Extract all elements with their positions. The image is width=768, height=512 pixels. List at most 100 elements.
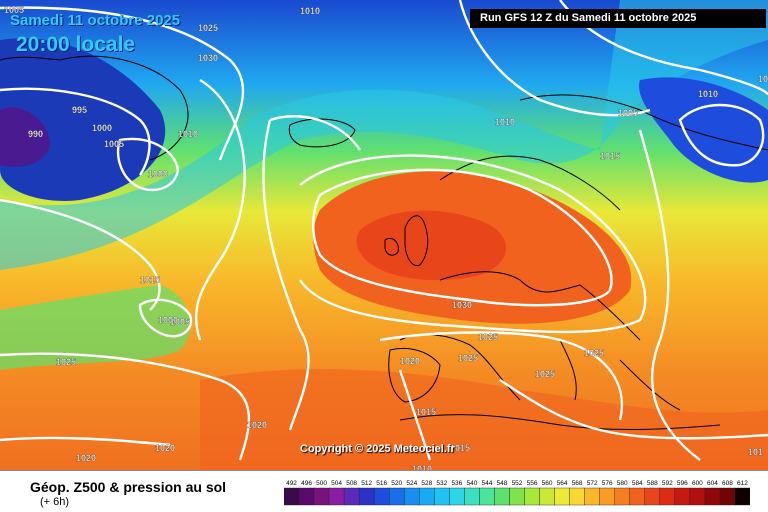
legend-swatch: [313, 487, 330, 506]
isobar-label: 1005: [170, 317, 190, 327]
legend-tick-label: 588: [647, 480, 658, 487]
legend-swatch: [479, 487, 495, 506]
legend-tick-label: 596: [677, 480, 688, 487]
legend-tick-label: 572: [587, 480, 598, 487]
legend-tick-label: 556: [527, 480, 538, 487]
legend-swatch: [719, 487, 736, 506]
isobar-label: 1025: [535, 369, 555, 379]
low-pressure-west: [0, 38, 166, 201]
color-scale-legend: 492 496 500 504 508 512 516 520 524 528 532 536 540 5…: [284, 480, 750, 506]
isobar-label: 1010: [178, 129, 198, 139]
legend-swatch: [494, 487, 510, 506]
isobar-label: 1005: [758, 74, 768, 84]
isobar-label: 1015: [416, 407, 436, 417]
legend-swatch: [298, 487, 315, 506]
legend-swatch: [644, 487, 661, 506]
low-pressure-northeast: [639, 77, 768, 183]
isobar: [458, 0, 651, 117]
copyright-notice: Copyright © 2025 Meteociel.fr: [300, 443, 455, 455]
isobar: [638, 129, 701, 461]
high-core: [356, 210, 507, 281]
isobar: [0, 198, 161, 311]
isobar-label: 1000: [92, 123, 112, 133]
british-isles-coast: [384, 215, 429, 267]
legend-tick-label: 496: [301, 480, 312, 487]
isobar-label: 1030: [452, 300, 472, 310]
north-africa-coast: [399, 414, 721, 431]
legend-tick-label: 508: [346, 480, 357, 487]
model-run-info: Run GFS 12 Z du Samedi 11 octobre 2025: [470, 9, 766, 28]
legend-swatch: [373, 487, 390, 506]
legend-swatch: [509, 487, 525, 506]
legend-swatch: [343, 487, 360, 506]
legend-swatch: [449, 487, 465, 506]
isobar-label: 101: [748, 447, 763, 457]
isobar-label: 1005: [618, 108, 638, 118]
legend-tick-label: 592: [662, 480, 673, 487]
isobar-label: 1025: [56, 357, 76, 367]
isobar-label: 1030: [198, 53, 218, 63]
isobar: [0, 352, 251, 461]
legend-swatch: [689, 487, 706, 506]
legend-swatch: [704, 487, 721, 506]
isobar: [499, 379, 768, 440]
isobar-label: 1020: [247, 420, 267, 430]
forecast-local-time: 20:00 locale: [16, 33, 136, 56]
legend-swatch: [358, 487, 375, 506]
isobar-label: 1025: [478, 332, 498, 342]
legend-swatch: [539, 487, 555, 506]
isobar-label: 1025: [458, 353, 478, 363]
legend-swatch: [569, 487, 585, 506]
legend-tick-label: 564: [557, 480, 568, 487]
isobar: [262, 115, 361, 431]
legend-swatch: [328, 487, 345, 506]
legend-tick-label: 544: [482, 480, 493, 487]
isobar-label: 1020: [400, 356, 420, 366]
legend-tick-label: 604: [707, 480, 718, 487]
isobar-label: 1025: [198, 23, 218, 33]
isobar: [379, 331, 624, 421]
legend-tick-label: 600: [692, 480, 703, 487]
legend-swatch: [404, 487, 420, 506]
legend-swatch: [659, 487, 676, 506]
isobar: [299, 154, 647, 334]
legend-tick-label: 568: [572, 480, 583, 487]
coastlines: [0, 55, 768, 431]
isobar-label: 1005: [4, 5, 24, 15]
legend-tick-label: 576: [602, 480, 613, 487]
cyan-band: [0, 0, 768, 270]
legend-swatch: [419, 487, 435, 506]
legend-tick-label: 536: [451, 480, 462, 487]
southern-warm-zone: [200, 369, 768, 470]
isobar-labels: 1005102510101030995990100010051010100010…: [4, 5, 768, 470]
isobar-label: 1010: [495, 117, 515, 127]
legend-tick-label: 560: [542, 480, 553, 487]
isobars: [0, 0, 768, 460]
isobar-label: 1020: [76, 453, 96, 463]
legend-tick-label: 504: [331, 480, 342, 487]
legend-tick-label: 548: [497, 480, 508, 487]
legend-tick-label: 492: [286, 480, 297, 487]
legend-swatch: [674, 487, 691, 506]
green-trough: [0, 285, 191, 370]
legend-swatch: [284, 487, 300, 506]
legend-tick-label: 524: [406, 480, 417, 487]
legend-swatch: [524, 487, 540, 506]
isobar-label: 1000: [158, 315, 178, 325]
legend-tick-label: 612: [737, 480, 748, 487]
legend-tick-label: 580: [617, 480, 628, 487]
europe-coast: [399, 94, 768, 411]
isobar-label: 1010: [300, 6, 320, 16]
legend-swatch: [734, 487, 750, 506]
isobar-label: 1010: [412, 464, 432, 470]
isobar: [678, 103, 765, 167]
legend-tick-label: 584: [632, 480, 643, 487]
legend-swatch: [599, 487, 615, 506]
legend-tick-label: 552: [512, 480, 523, 487]
legend-swatch: [629, 487, 645, 506]
legend-tick-label: 528: [421, 480, 432, 487]
isobar-label: 1020: [155, 443, 175, 453]
legend-tick-label: 516: [376, 480, 387, 487]
weather-map: 1005102510101030995990100010051010100010…: [0, 0, 768, 470]
